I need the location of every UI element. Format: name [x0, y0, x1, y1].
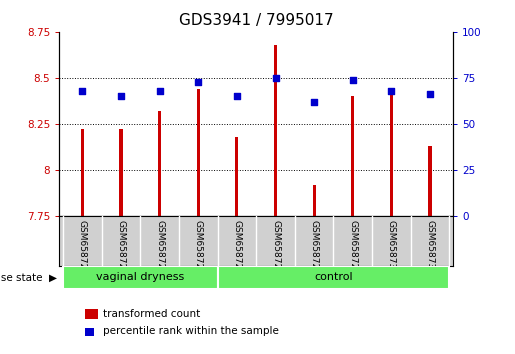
Bar: [81, 130, 84, 216]
Text: GSM658726: GSM658726: [310, 220, 319, 275]
Text: GSM658725: GSM658725: [271, 220, 280, 275]
Text: GSM658730: GSM658730: [387, 220, 396, 275]
Text: control: control: [314, 272, 353, 282]
Text: GSM658724: GSM658724: [232, 220, 242, 275]
Bar: [217, 266, 449, 289]
Bar: [428, 146, 432, 216]
Text: transformed count: transformed count: [103, 309, 200, 319]
Point: [78, 88, 87, 93]
Text: disease state  ▶: disease state ▶: [0, 272, 57, 282]
Bar: [390, 93, 393, 216]
Bar: [119, 130, 123, 216]
Text: percentile rank within the sample: percentile rank within the sample: [103, 326, 279, 336]
Bar: [351, 96, 354, 216]
Text: GSM658723: GSM658723: [116, 220, 126, 275]
Point: [271, 75, 280, 81]
Bar: [313, 185, 316, 216]
Point: [117, 93, 125, 99]
Text: GSM658731: GSM658731: [425, 220, 435, 275]
Text: GSM658722: GSM658722: [78, 220, 87, 275]
Point: [156, 88, 164, 93]
Title: GDS3941 / 7995017: GDS3941 / 7995017: [179, 13, 334, 28]
Text: GSM658727: GSM658727: [155, 220, 164, 275]
Bar: [158, 111, 161, 216]
Text: vaginal dryness: vaginal dryness: [96, 272, 184, 282]
Point: [387, 88, 396, 93]
Bar: [274, 45, 277, 216]
Bar: [85, 309, 98, 319]
Point: [310, 99, 318, 105]
Text: GSM658728: GSM658728: [194, 220, 203, 275]
Point: [194, 79, 202, 84]
Bar: [235, 137, 238, 216]
Bar: [85, 328, 94, 336]
Point: [233, 93, 241, 99]
Point: [426, 92, 434, 97]
Text: GSM658729: GSM658729: [348, 220, 357, 275]
Bar: [197, 89, 200, 216]
Bar: [63, 266, 217, 289]
Point: [349, 77, 357, 82]
